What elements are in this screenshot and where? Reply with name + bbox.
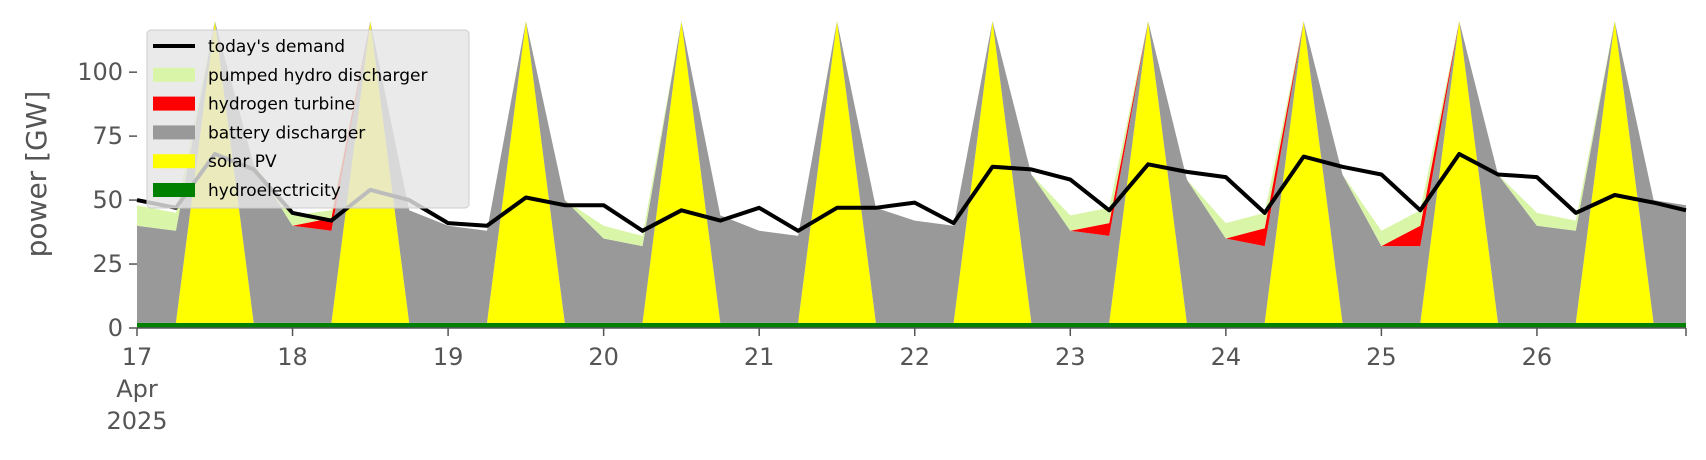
x-tick-label: Apr xyxy=(116,375,158,403)
y-tick-label: 100 xyxy=(77,58,123,86)
y-tick-label: 50 xyxy=(92,186,123,214)
x-tick-label: 17 xyxy=(122,343,153,371)
x-tick-label: 19 xyxy=(433,343,464,371)
legend-box xyxy=(146,29,470,209)
x-tick-label: 2025 xyxy=(106,407,167,435)
legend-label-solar-pv: solar PV xyxy=(208,152,277,172)
x-tick-label: 21 xyxy=(744,343,775,371)
legend-swatch-hydrogen-turbine xyxy=(153,96,195,111)
legend-label-hydrogen-turbine: hydrogen turbine xyxy=(208,95,355,115)
legend-label-hydroelectricity: hydroelectricity xyxy=(208,181,341,201)
y-ticks: 0 25 50 75 100 xyxy=(77,58,137,342)
x-tick-label: 18 xyxy=(277,343,308,371)
x-tick-label: 26 xyxy=(1522,343,1553,371)
legend-swatch-battery-discharger xyxy=(153,125,195,140)
legend-label-today-s-demand: today's demand xyxy=(208,37,345,57)
x-ticks: 17 Apr 2025 18 19 20 21 22 23 24 25 26 xyxy=(106,328,1687,435)
legend-label-pumped-hydro-discharger: pumped hydro discharger xyxy=(208,66,427,86)
legend-swatch-pumped-hydro-discharger xyxy=(153,67,195,82)
y-axis-title: power [GW] xyxy=(20,91,53,258)
legend-swatch-solar-pv xyxy=(153,154,195,169)
stacked-areas xyxy=(137,21,1686,328)
legend: today's demand pumped hydro discharger hyd… xyxy=(146,29,470,209)
y-tick-label: 25 xyxy=(92,250,123,278)
x-tick-label: 25 xyxy=(1366,343,1397,371)
x-tick-label: 23 xyxy=(1055,343,1086,371)
area-pumped-hydro-discharger xyxy=(137,21,1686,247)
legend-label-battery-discharger: battery discharger xyxy=(208,123,365,143)
x-tick-label: 22 xyxy=(899,343,930,371)
area-solar-pv xyxy=(137,21,1686,323)
x-tick-label: 20 xyxy=(588,343,619,371)
area-hydroelectricity xyxy=(137,322,1686,328)
area-battery-discharger xyxy=(137,21,1686,323)
y-tick-label: 0 xyxy=(108,314,123,342)
x-tick-label: 24 xyxy=(1211,343,1242,371)
legend-swatch-hydroelectricity xyxy=(153,183,195,197)
y-tick-label: 75 xyxy=(92,122,123,150)
